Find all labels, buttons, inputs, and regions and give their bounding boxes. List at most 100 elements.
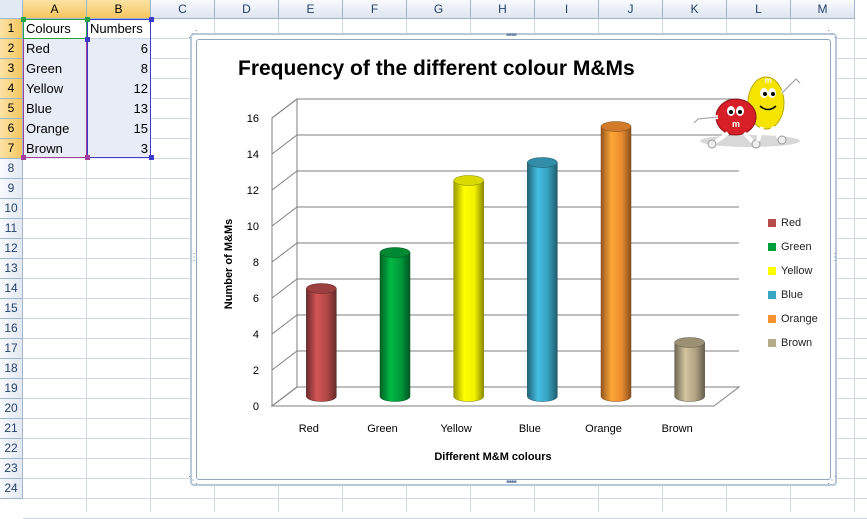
row-header-12[interactable]: 12 <box>0 239 23 259</box>
row-header-16[interactable]: 16 <box>0 319 23 339</box>
y-tick-label: 10 <box>247 221 259 233</box>
bar-blue <box>527 162 558 402</box>
gridline <box>271 314 739 335</box>
legend-swatch <box>768 291 776 299</box>
row-header-17[interactable]: 17 <box>0 339 23 359</box>
chart-resize-handle-corner-tl[interactable]: ⋰ <box>188 29 198 40</box>
row-header-19[interactable]: 19 <box>0 379 23 399</box>
row-header-5[interactable]: 5 <box>0 99 23 119</box>
column-header-b[interactable]: B <box>87 0 151 19</box>
chart-resize-handle-corner-br[interactable]: ⋰ <box>827 475 837 486</box>
row-header-2[interactable]: 2 <box>0 39 23 59</box>
column-header-h[interactable]: H <box>471 0 535 19</box>
chart-resize-handle-left[interactable]: ⋮ <box>189 252 199 263</box>
column-header-i[interactable]: I <box>535 0 599 19</box>
row-header-24[interactable]: 24 <box>0 479 23 499</box>
column-header-a[interactable]: A <box>23 0 87 19</box>
column-header-c[interactable]: C <box>151 0 215 19</box>
range-resize-handle[interactable] <box>21 155 26 160</box>
legend-label: Red <box>781 217 802 229</box>
y-axis-title: Number of M&Ms <box>223 219 235 309</box>
bar-brown <box>674 342 705 402</box>
column-header-e[interactable]: E <box>279 0 343 19</box>
x-tick-label: Yellow <box>440 423 471 435</box>
chart-object[interactable]: •••• •••• ⋮ ⋮ ⋰ ⋱ ⋱ ⋰ Frequency of the d… <box>188 29 840 488</box>
x-tick-label: Brown <box>662 423 693 435</box>
cell-a4[interactable]: Yellow <box>23 79 87 99</box>
row-header-20[interactable]: 20 <box>0 399 23 419</box>
cell-a6[interactable]: Orange <box>23 119 87 139</box>
chart-area <box>196 39 831 480</box>
row-header-13[interactable]: 13 <box>0 259 23 279</box>
cell-a3[interactable]: Green <box>23 59 87 79</box>
bar-yellow <box>453 180 484 402</box>
column-header-l[interactable]: L <box>727 0 791 19</box>
x-axis-title: Different M&M colours <box>434 451 551 463</box>
cell-b5[interactable]: 13 <box>87 99 151 119</box>
row-header-14[interactable]: 14 <box>0 279 23 299</box>
gridline <box>271 242 739 263</box>
cell-b4[interactable]: 12 <box>87 79 151 99</box>
row-header-8[interactable]: 8 <box>0 159 23 179</box>
column-header-f[interactable]: F <box>343 0 407 19</box>
grid-line <box>23 498 867 499</box>
range-resize-handle[interactable] <box>85 17 90 22</box>
bar-top-yellow <box>453 175 484 186</box>
row-header-11[interactable]: 11 <box>0 219 23 239</box>
column-header-k[interactable]: K <box>663 0 727 19</box>
range-highlight-categories <box>23 39 87 158</box>
range-resize-handle[interactable] <box>85 155 90 160</box>
gridline <box>271 278 739 299</box>
row-header-7[interactable]: 7 <box>0 139 23 159</box>
legend-label: Blue <box>781 289 804 301</box>
x-tick-label: Green <box>367 423 398 435</box>
cell-b3[interactable]: 8 <box>87 59 151 79</box>
range-resize-handle[interactable] <box>85 37 90 42</box>
row-header-18[interactable]: 18 <box>0 359 23 379</box>
chart-resize-handle-top[interactable]: •••• <box>506 30 517 41</box>
row-header-9[interactable]: 9 <box>0 179 23 199</box>
row-header-6[interactable]: 6 <box>0 119 23 139</box>
column-header-j[interactable]: J <box>599 0 663 19</box>
chart-title[interactable]: Frequency of the different colour M&Ms <box>238 57 635 80</box>
cell-a5[interactable]: Blue <box>23 99 87 119</box>
column-header-g[interactable]: G <box>407 0 471 19</box>
range-resize-handle[interactable] <box>149 17 154 22</box>
legend-label: Green <box>781 241 812 253</box>
cell-a1[interactable]: Colours <box>26 21 71 36</box>
y-tick-label: 6 <box>253 293 259 305</box>
row-header-1[interactable]: 1 <box>0 19 23 39</box>
chart-resize-handle-bottom[interactable]: •••• <box>506 477 517 488</box>
cell-b6[interactable]: 15 <box>87 119 151 139</box>
x-tick-label: Orange <box>585 423 622 435</box>
range-resize-handle[interactable] <box>21 17 26 22</box>
legend-swatch <box>768 219 776 227</box>
chart-resize-handle-corner-tr[interactable]: ⋱ <box>827 29 837 40</box>
row-header-15[interactable]: 15 <box>0 299 23 319</box>
chart-plot: 0 2 4 6 8 10 12 14 16 Red Green Yellow Blue Orange Bro… <box>223 97 741 463</box>
row-header-3[interactable]: 3 <box>0 59 23 79</box>
cell-b1[interactable]: Numbers <box>90 21 143 36</box>
range-resize-handle[interactable] <box>149 155 154 160</box>
row-header-4[interactable]: 4 <box>0 79 23 99</box>
grid-line <box>150 19 151 512</box>
gridline <box>271 350 739 371</box>
chart-resize-handle-corner-bl[interactable]: ⋱ <box>188 475 198 486</box>
row-header-10[interactable]: 10 <box>0 199 23 219</box>
row-header-21[interactable]: 21 <box>0 419 23 439</box>
cell-a7[interactable]: Brown <box>23 139 87 159</box>
column-header-d[interactable]: D <box>215 0 279 19</box>
row-header-22[interactable]: 22 <box>0 439 23 459</box>
mms-characters-icon: m m <box>692 76 802 149</box>
cell-a2[interactable]: Red <box>23 39 87 59</box>
cell-b7[interactable]: 3 <box>87 139 151 159</box>
cell-b2[interactable]: 6 <box>87 39 151 59</box>
chart-resize-handle-right[interactable]: ⋮ <box>830 252 840 263</box>
bar-top-brown <box>674 337 705 348</box>
column-header-m[interactable]: M <box>791 0 855 19</box>
gridline <box>271 98 739 119</box>
gridline <box>271 386 739 407</box>
row-header-23[interactable]: 23 <box>0 459 23 479</box>
select-all-corner[interactable] <box>0 0 23 19</box>
y-tick-label: 14 <box>247 149 259 161</box>
